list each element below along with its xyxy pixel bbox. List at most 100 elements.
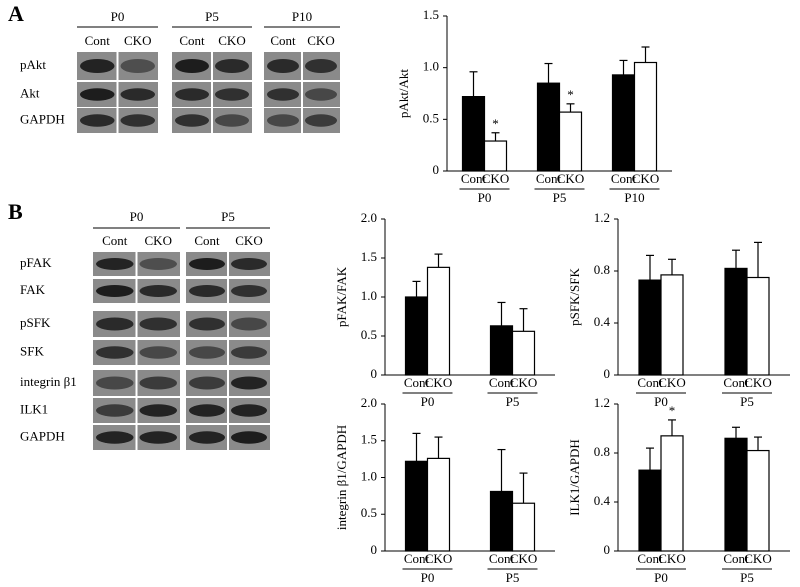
bar (660, 435, 684, 552)
error-bar (566, 103, 575, 113)
bar (511, 330, 536, 376)
blot-band (175, 88, 209, 101)
error-bar (544, 62, 553, 84)
bar (404, 460, 429, 552)
blot-band (231, 346, 267, 359)
y-tick-label: 1.0 (361, 468, 377, 483)
bar-group-label: CKO (425, 375, 452, 390)
bar-group-label: CKO (744, 551, 771, 566)
x-tick-label: P0 (421, 394, 435, 409)
bar-group-label: CKO (744, 375, 771, 390)
blot-row-label: integrin β1 (20, 374, 77, 389)
bar (638, 469, 662, 552)
y-tick-label: 0.8 (594, 444, 610, 459)
bar-group-label: CKO (658, 375, 685, 390)
y-axis-label: pAkt/Akt (396, 69, 411, 119)
bar-group-label: Cont (637, 375, 663, 390)
y-tick-label: 1.5 (361, 432, 377, 447)
blot-band (189, 346, 225, 359)
error-bar (641, 46, 650, 63)
y-axis-label: pFAK/FAK (334, 266, 349, 327)
blot-lane-label: Cont (179, 33, 205, 48)
blot-band (305, 59, 337, 73)
error-bar (668, 419, 676, 436)
panel-letter: B (8, 199, 23, 224)
blot-band (231, 258, 267, 270)
blot-band (189, 285, 225, 297)
blot-band (80, 88, 115, 101)
y-tick-label: 0 (371, 366, 378, 381)
blot-group-label: P5 (221, 209, 235, 224)
error-bar (646, 447, 654, 471)
bar-group-label: Cont (637, 551, 663, 566)
blot-band (139, 258, 177, 270)
blot-band (139, 317, 177, 331)
blot-lane-label: CKO (218, 33, 245, 48)
error-bar (434, 253, 443, 268)
x-tick-label: P5 (740, 570, 754, 585)
x-tick-label: P5 (553, 190, 567, 205)
error-bar (754, 436, 762, 451)
bar (746, 276, 770, 376)
blot-row-label: ILK1 (20, 401, 48, 416)
blot-band (305, 88, 337, 101)
blot-row-label: pAkt (20, 57, 46, 72)
blot-band (96, 431, 134, 444)
error-bar (497, 301, 506, 326)
blot-band (231, 317, 267, 331)
bar-group-label: Cont (404, 375, 430, 390)
bar-group-label: CKO (482, 171, 509, 186)
blot-lane-label: CKO (124, 33, 151, 48)
bar-group-label: Cont (536, 171, 562, 186)
x-tick-label: P5 (506, 570, 520, 585)
blot-band (215, 59, 249, 73)
blot-band (80, 59, 115, 73)
bar (660, 274, 684, 376)
bar-group-label: Cont (611, 171, 637, 186)
y-tick-label: 0.5 (361, 327, 377, 342)
bar-group-label: Cont (489, 551, 515, 566)
blot-lane-label: Cont (194, 233, 220, 248)
x-tick-label: P10 (624, 190, 644, 205)
bar (426, 266, 451, 376)
bar (483, 140, 508, 172)
x-tick-label: P0 (654, 394, 668, 409)
blot-band (215, 114, 249, 127)
bar (611, 74, 636, 172)
significance-mark: * (669, 403, 676, 418)
blot-band (96, 258, 134, 270)
error-bar (519, 308, 528, 332)
bar-group-label: Cont (461, 171, 487, 186)
bar (724, 267, 748, 376)
blot-band (80, 114, 115, 127)
blot-row-label: GAPDH (20, 428, 65, 443)
y-axis-label: pSFK/SFK (567, 267, 582, 325)
error-bar (668, 258, 676, 275)
blot-lane-label: Cont (85, 33, 111, 48)
blot-band (175, 114, 209, 127)
bar-group-label: CKO (510, 551, 537, 566)
blot-band (231, 376, 267, 390)
blot-lane-label: CKO (145, 233, 172, 248)
bar (724, 437, 748, 552)
bar-group-label: CKO (510, 375, 537, 390)
blot-band (189, 258, 225, 270)
x-tick-label: P0 (421, 570, 435, 585)
blot-band (139, 404, 177, 417)
blot-band (189, 376, 225, 390)
x-tick-label: P0 (478, 190, 492, 205)
bar (489, 325, 514, 376)
y-tick-label: 0.8 (594, 262, 610, 277)
bar (426, 457, 451, 552)
bar (536, 82, 561, 172)
blot-band (231, 431, 267, 444)
error-bar (619, 59, 628, 75)
bar (404, 296, 429, 376)
blot-band (267, 59, 299, 73)
blot-band (96, 346, 134, 359)
error-bar (732, 249, 740, 269)
blot-lane-label: Cont (270, 33, 296, 48)
blot-lane-label: Cont (102, 233, 128, 248)
blot-lane-label: CKO (307, 33, 334, 48)
blot-band (139, 431, 177, 444)
